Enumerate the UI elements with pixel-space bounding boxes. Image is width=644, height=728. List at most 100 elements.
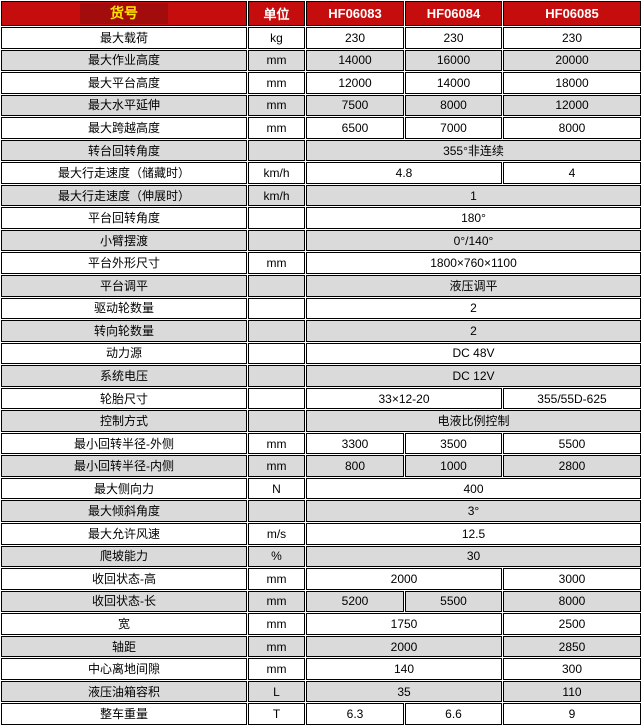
unit-cell: mm <box>248 590 305 613</box>
spec-row: 最大跨越高度 mm 6500 7000 8000 <box>1 117 641 139</box>
unit-cell: mm <box>248 94 305 117</box>
spec-label-cell: 最大倾斜角度 <box>1 500 247 523</box>
value-cell: 6.3 <box>306 703 404 725</box>
unit-cell <box>248 365 305 387</box>
spec-label-cell: 动力源 <box>1 342 247 365</box>
spec-row: 轮胎尺寸 33×12-20 355/55D-625 <box>1 387 641 410</box>
value-cell: 8000 <box>503 117 641 139</box>
spec-label-cell: 平台调平 <box>1 275 247 297</box>
spec-row: 最大侧向力 N 400 <box>1 477 641 500</box>
spec-label-cell: 宽 <box>1 613 247 635</box>
value-cell: 3° <box>306 500 641 523</box>
spec-label-cell: 最大跨越高度 <box>1 117 247 139</box>
value-cell: 2 <box>306 297 641 320</box>
unit-cell: km/h <box>248 162 305 184</box>
spec-row: 最小回转半径-内侧 mm 800 1000 2800 <box>1 455 641 477</box>
spec-row: 小臂摆渡 0°/140° <box>1 229 641 252</box>
spec-label-cell: 平台外形尺寸 <box>1 252 247 275</box>
spec-row: 平台回转角度 180° <box>1 207 641 229</box>
value-cell: 6.6 <box>405 703 502 725</box>
value-cell: 2500 <box>503 613 641 635</box>
spec-label-cell: 平台回转角度 <box>1 207 247 229</box>
value-cell: 1800×760×1100 <box>306 252 641 275</box>
spec-row: 驱动轮数量 2 <box>1 297 641 320</box>
value-cell: 180° <box>306 207 641 229</box>
value-cell: 2850 <box>503 635 641 658</box>
value-cell: 12000 <box>306 72 404 94</box>
spec-row: 爬坡能力% 30 <box>1 545 641 568</box>
value-cell: 7500 <box>306 94 404 117</box>
unit-cell: mm <box>248 635 305 658</box>
value-cell: 5500 <box>405 590 502 613</box>
spec-label-cell: 控制方式 <box>1 410 247 432</box>
value-cell: 2 <box>306 320 641 342</box>
value-cell: 3000 <box>503 568 641 590</box>
spec-label-cell: 最大允许风速 <box>1 523 247 545</box>
value-cell: 20000 <box>503 49 641 72</box>
value-cell: 1750 <box>306 613 502 635</box>
unit-cell <box>248 139 305 162</box>
value-cell: 8000 <box>503 590 641 613</box>
value-cell: 800 <box>306 455 404 477</box>
spec-label-cell: 轮胎尺寸 <box>1 387 247 410</box>
spec-label-cell: 驱动轮数量 <box>1 297 247 320</box>
unit-cell: km/h <box>248 184 305 207</box>
spec-row: 最大行走速度（储藏时） km/h 4.8 4 <box>1 162 641 184</box>
spec-row: 最大允许风速 m/s 12.5 <box>1 523 641 545</box>
value-cell: 300 <box>503 658 641 680</box>
unit-cell <box>248 500 305 523</box>
spec-label-cell: 最大作业高度 <box>1 49 247 72</box>
unit-cell <box>248 207 305 229</box>
spec-label-cell: 最大平台高度 <box>1 72 247 94</box>
spec-row: 最大倾斜角度 3° <box>1 500 641 523</box>
unit-cell <box>248 387 305 410</box>
unit-cell: mm <box>248 252 305 275</box>
value-cell: DC 48V <box>306 342 641 365</box>
unit-cell: mm <box>248 72 305 94</box>
value-cell: 14000 <box>306 49 404 72</box>
spec-label-cell: 收回状态-高 <box>1 568 247 590</box>
spec-row: 最大平台高度 mm 12000 14000 18000 <box>1 72 641 94</box>
spec-row: 液压油箱容积 L 35 110 <box>1 680 641 703</box>
value-cell: 12000 <box>503 94 641 117</box>
spec-label-cell: 系统电压 <box>1 365 247 387</box>
value-cell: 30 <box>306 545 641 568</box>
value-cell: 110 <box>503 680 641 703</box>
value-cell: 18000 <box>503 72 641 94</box>
value-cell: 12.5 <box>306 523 641 545</box>
value-cell: 230 <box>405 27 502 49</box>
value-cell: 9 <box>503 703 641 725</box>
value-cell: 5200 <box>306 590 404 613</box>
spec-row: 整车重量 T 6.3 6.6 9 <box>1 703 641 725</box>
spec-row: 最大行走速度（伸展时） km/h 1 <box>1 184 641 207</box>
spec-row: 最小回转半径-外侧 mm 3300 3500 5500 <box>1 432 641 455</box>
spec-row: 中心离地间隙 mm 140 300 <box>1 658 641 680</box>
value-cell: 400 <box>306 477 641 500</box>
value-cell: 14000 <box>405 72 502 94</box>
value-cell: 5500 <box>503 432 641 455</box>
spec-label-cell: 最小回转半径-外侧 <box>1 432 247 455</box>
spec-label-cell: 收回状态-长 <box>1 590 247 613</box>
spec-row: 最大水平延伸 mm 7500 8000 12000 <box>1 94 641 117</box>
unit-cell: mm <box>248 49 305 72</box>
spec-row: 转向轮数量 2 <box>1 320 641 342</box>
value-cell: 140 <box>306 658 502 680</box>
spec-label-cell: 转台回转角度 <box>1 139 247 162</box>
value-cell: 16000 <box>405 49 502 72</box>
value-cell: 33×12-20 <box>306 387 502 410</box>
spec-row: 最大作业高度 mm 14000 16000 20000 <box>1 49 641 72</box>
value-cell: 3500 <box>405 432 502 455</box>
value-cell: 0°/140° <box>306 229 641 252</box>
spec-label-cell: 爬坡能力 <box>1 545 247 568</box>
value-cell: 35 <box>306 680 502 703</box>
spec-label-cell: 轴距 <box>1 635 247 658</box>
value-cell: 2800 <box>503 455 641 477</box>
spec-label-cell: 转向轮数量 <box>1 320 247 342</box>
spec-row: 控制方式 电液比例控制 <box>1 410 641 432</box>
header-row: 货号 单位 HF06083 HF06084 HF06085 <box>1 1 641 26</box>
value-cell: 3300 <box>306 432 404 455</box>
spec-row: 收回状态-高 mm 2000 3000 <box>1 568 641 590</box>
value-cell: 230 <box>306 27 404 49</box>
spec-row: 平台调平 液压调平 <box>1 275 641 297</box>
